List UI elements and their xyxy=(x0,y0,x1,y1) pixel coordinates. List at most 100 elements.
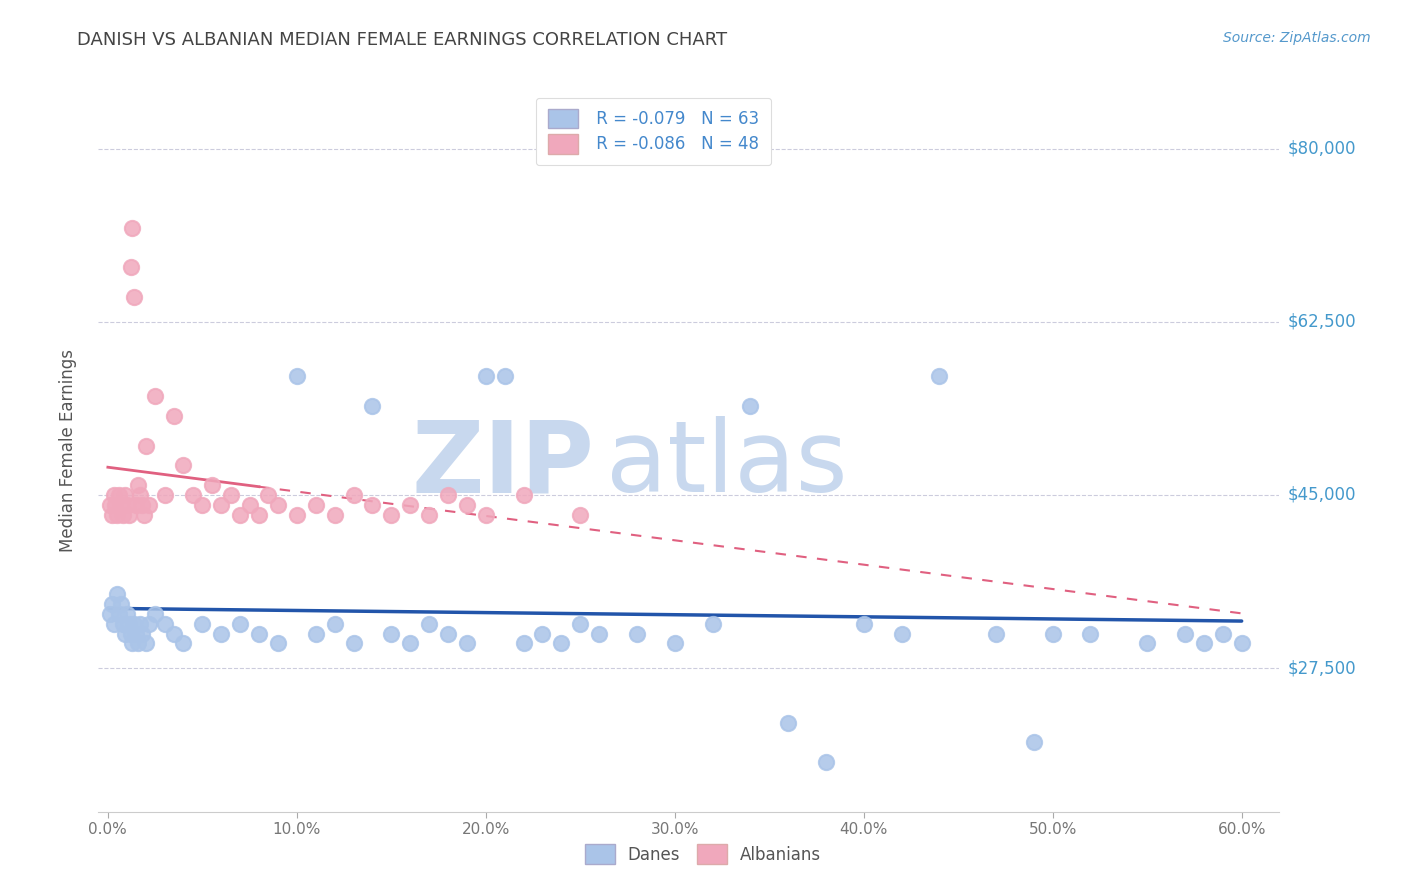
Point xyxy=(342,488,364,502)
Point xyxy=(512,636,534,650)
Text: $62,500: $62,500 xyxy=(1288,313,1357,331)
Point xyxy=(890,626,912,640)
Point xyxy=(588,626,610,640)
Point xyxy=(437,626,460,640)
Point xyxy=(361,498,384,512)
Point xyxy=(399,498,422,512)
Point xyxy=(418,508,440,522)
Point xyxy=(209,626,232,640)
Point xyxy=(219,488,242,502)
Point xyxy=(267,636,290,650)
Text: $27,500: $27,500 xyxy=(1288,659,1357,677)
Point xyxy=(114,488,136,502)
Text: $80,000: $80,000 xyxy=(1288,139,1357,158)
Point xyxy=(115,498,138,512)
Point xyxy=(1042,626,1064,640)
Point xyxy=(1022,735,1045,749)
Legend: Danes, Albanians: Danes, Albanians xyxy=(578,838,828,871)
Point xyxy=(110,498,132,512)
Point xyxy=(928,369,950,384)
Point xyxy=(740,399,762,413)
Point xyxy=(852,616,875,631)
Point xyxy=(108,607,131,621)
Point xyxy=(191,616,214,631)
Point xyxy=(475,508,498,522)
Point xyxy=(143,389,166,403)
Point xyxy=(118,508,141,522)
Point xyxy=(1192,636,1215,650)
Text: atlas: atlas xyxy=(606,417,848,514)
Point xyxy=(118,616,141,631)
Point xyxy=(380,508,402,522)
Point xyxy=(550,636,572,650)
Point xyxy=(153,488,176,502)
Point xyxy=(257,488,280,502)
Point xyxy=(100,597,122,611)
Point xyxy=(127,478,149,492)
Point xyxy=(105,587,128,601)
Point xyxy=(305,626,328,640)
Point xyxy=(125,498,148,512)
Point xyxy=(267,498,290,512)
Point xyxy=(103,616,125,631)
Point xyxy=(111,508,134,522)
Point xyxy=(105,508,128,522)
Point xyxy=(98,607,121,621)
Point xyxy=(135,438,157,452)
Point xyxy=(163,409,186,423)
Point xyxy=(456,636,478,650)
Point xyxy=(201,478,224,492)
Point xyxy=(121,636,143,650)
Point xyxy=(124,616,146,631)
Point xyxy=(814,756,837,770)
Point xyxy=(127,636,149,650)
Point xyxy=(135,636,157,650)
Point xyxy=(98,498,121,512)
Point xyxy=(110,597,132,611)
Point xyxy=(153,616,176,631)
Point xyxy=(342,636,364,650)
Point xyxy=(1136,636,1159,650)
Point xyxy=(418,616,440,631)
Point xyxy=(143,607,166,621)
Point xyxy=(323,616,346,631)
Point xyxy=(172,458,194,473)
Point xyxy=(399,636,422,650)
Point xyxy=(108,488,131,502)
Point xyxy=(229,508,252,522)
Point xyxy=(191,498,214,512)
Point xyxy=(626,626,648,640)
Point xyxy=(129,616,152,631)
Point xyxy=(1174,626,1197,640)
Point xyxy=(239,498,262,512)
Point xyxy=(131,498,153,512)
Point xyxy=(209,498,232,512)
Point xyxy=(494,369,516,384)
Point xyxy=(121,220,143,235)
Point xyxy=(181,488,204,502)
Point xyxy=(104,498,127,512)
Point xyxy=(1080,626,1102,640)
Text: ZIP: ZIP xyxy=(412,417,595,514)
Point xyxy=(114,626,136,640)
Point xyxy=(456,498,478,512)
Point xyxy=(984,626,1007,640)
Point xyxy=(437,488,460,502)
Point xyxy=(285,508,308,522)
Point xyxy=(111,616,134,631)
Point xyxy=(172,636,194,650)
Point xyxy=(247,626,270,640)
Point xyxy=(569,616,592,631)
Point xyxy=(120,260,142,275)
Text: $45,000: $45,000 xyxy=(1288,486,1357,504)
Point xyxy=(100,508,122,522)
Point xyxy=(1212,626,1234,640)
Point xyxy=(229,616,252,631)
Point xyxy=(323,508,346,522)
Text: Source: ZipAtlas.com: Source: ZipAtlas.com xyxy=(1223,31,1371,45)
Text: DANISH VS ALBANIAN MEDIAN FEMALE EARNINGS CORRELATION CHART: DANISH VS ALBANIAN MEDIAN FEMALE EARNING… xyxy=(77,31,727,49)
Point xyxy=(361,399,384,413)
Point xyxy=(115,607,138,621)
Point xyxy=(124,290,146,304)
Point xyxy=(132,508,155,522)
